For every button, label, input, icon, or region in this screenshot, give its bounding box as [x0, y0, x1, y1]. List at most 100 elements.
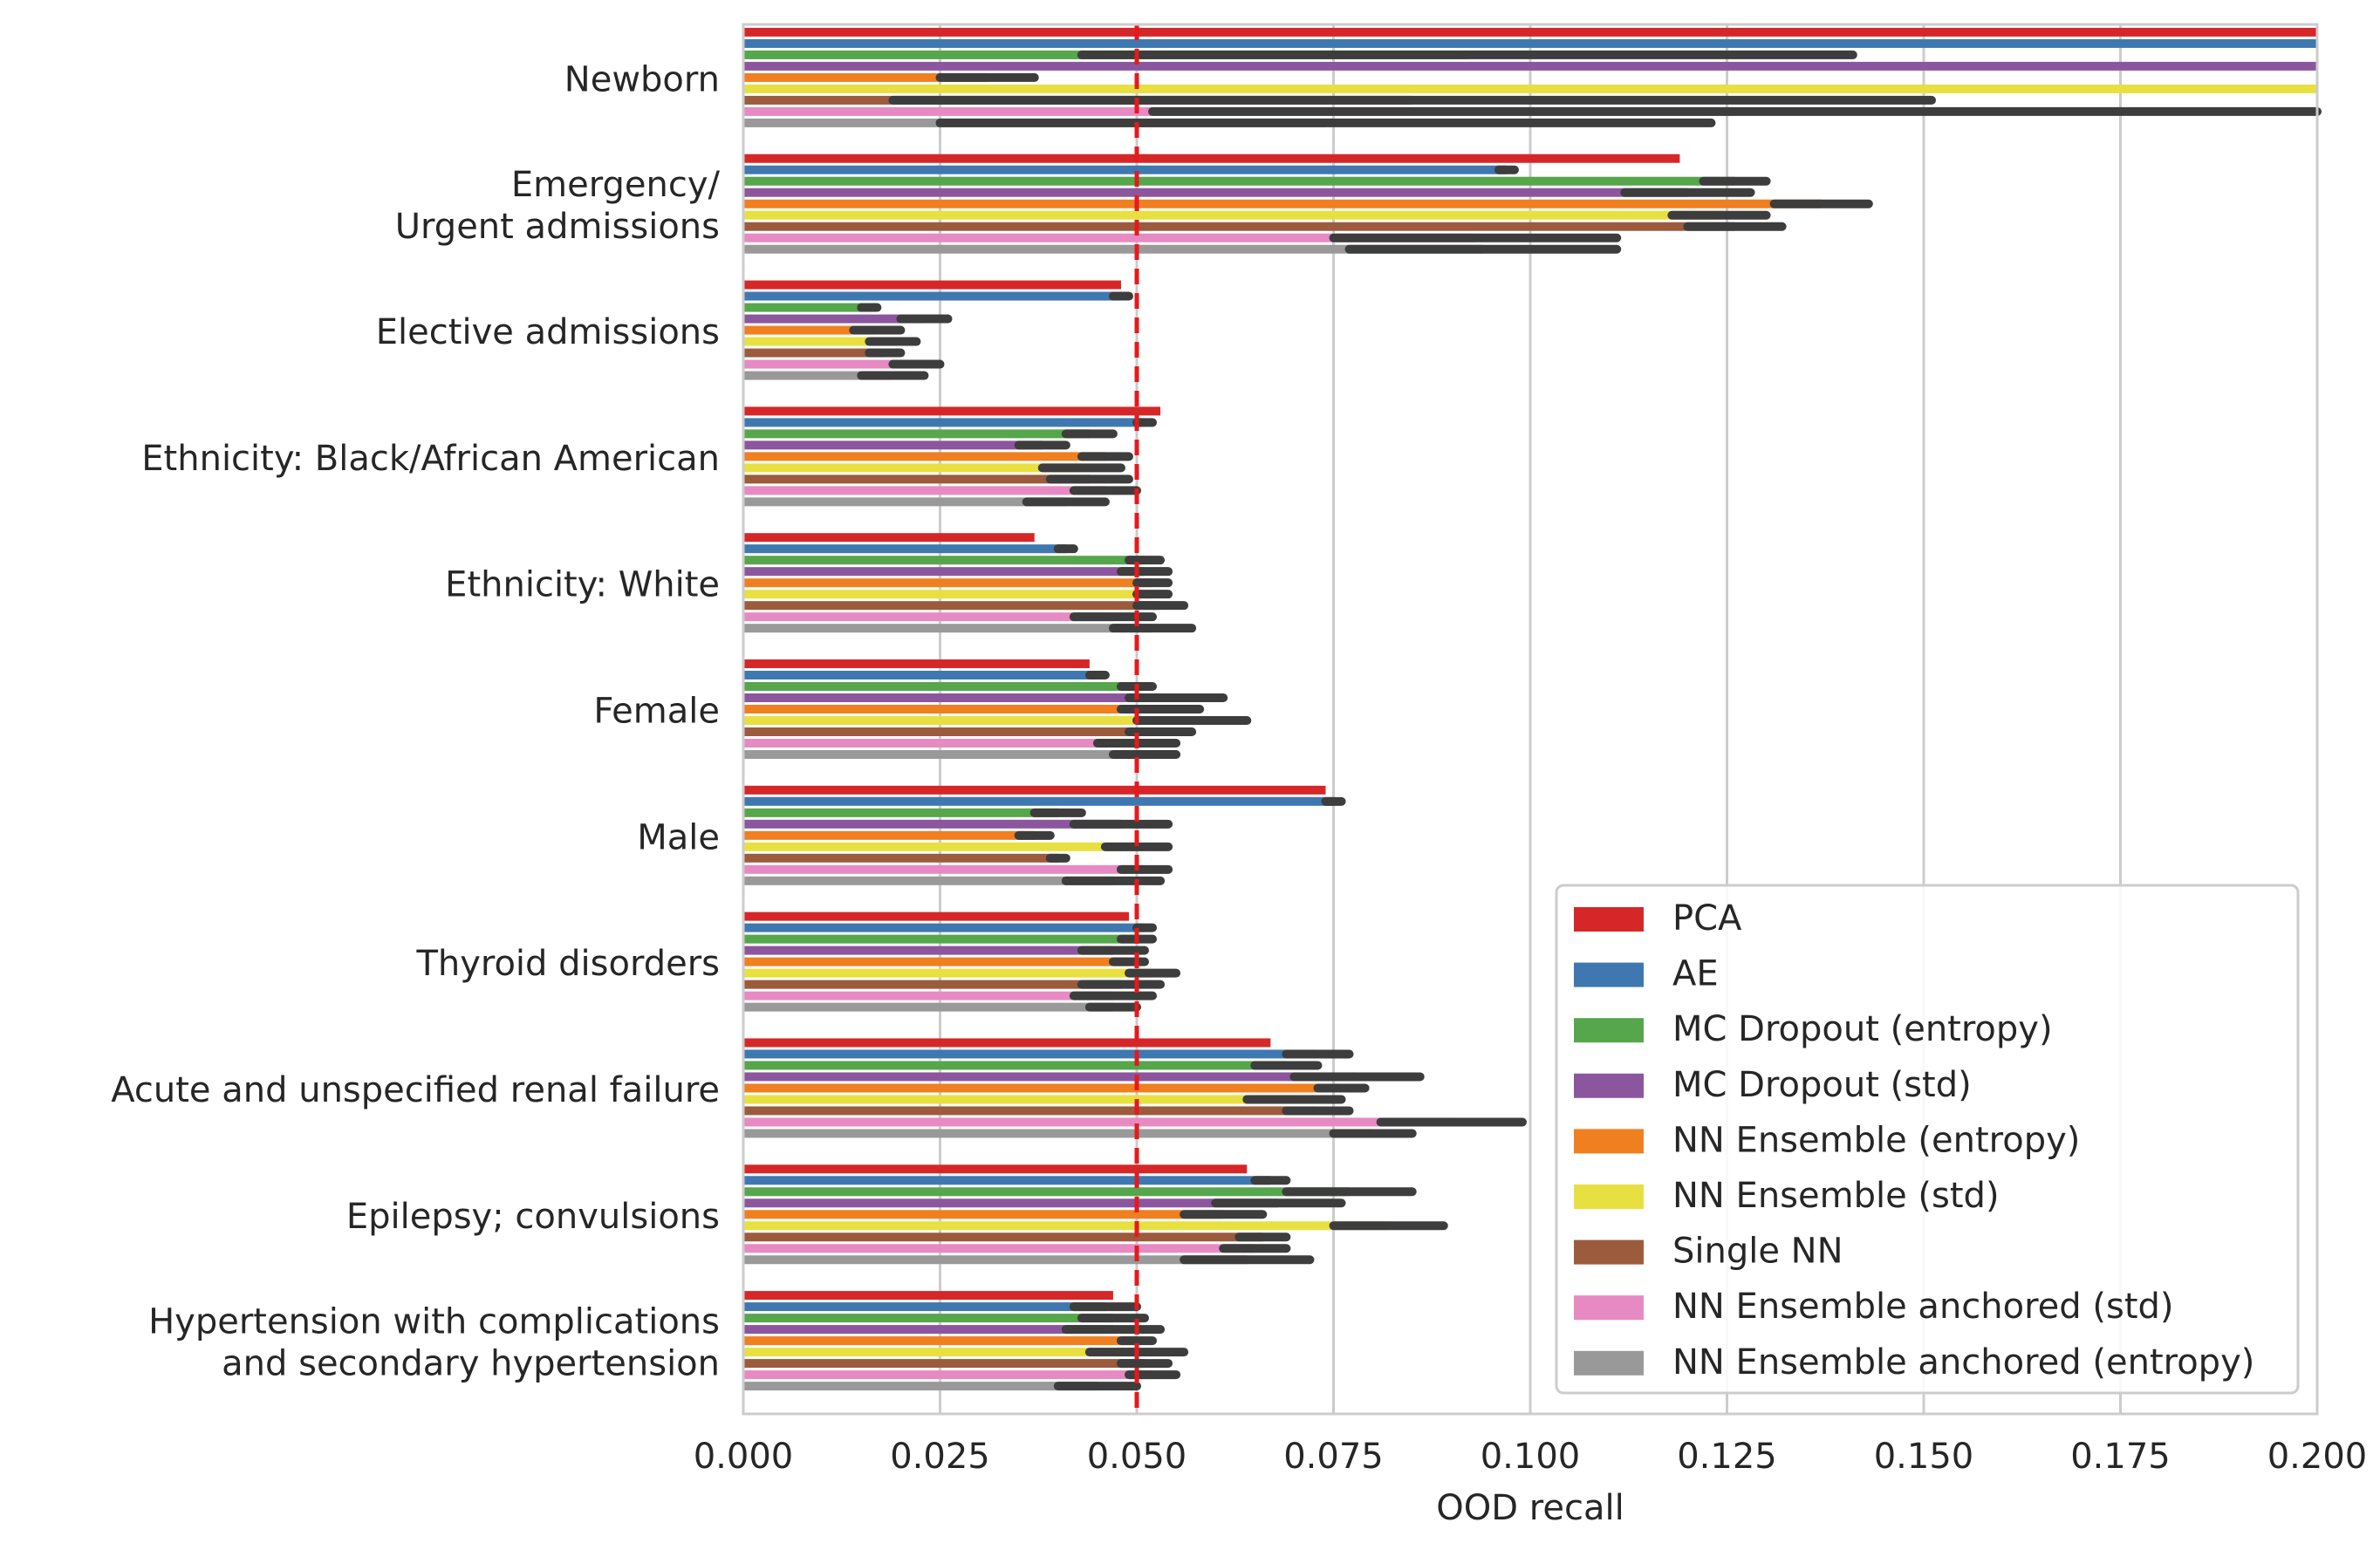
bar	[743, 27, 2317, 37]
x-tick-label: 0.075	[1283, 1437, 1384, 1477]
bar	[743, 188, 1688, 197]
bar	[743, 819, 1121, 829]
bar	[743, 452, 1105, 461]
bar	[743, 1095, 1295, 1104]
category-label: Ethnicity: White	[445, 565, 720, 605]
bar	[743, 497, 1066, 507]
legend-label: MC Dropout (std)	[1672, 1065, 1972, 1105]
bar	[743, 750, 1146, 759]
bar	[743, 1198, 1279, 1208]
bar	[743, 72, 988, 82]
bar	[743, 84, 2317, 93]
bar	[743, 1072, 1358, 1082]
bar	[743, 556, 1146, 565]
category-label: Emergency/	[511, 165, 721, 205]
x-tick-label: 0.150	[1874, 1437, 1974, 1477]
bar	[743, 682, 1137, 691]
bar	[743, 659, 1090, 668]
bar	[743, 1061, 1287, 1070]
bar	[743, 154, 1680, 163]
category-label: Hypertension with complications	[148, 1302, 720, 1342]
bar	[743, 233, 1475, 242]
axes-border	[742, 23, 2319, 1416]
category-label: Male	[637, 817, 720, 857]
bar	[743, 418, 1146, 427]
legend-swatch	[1574, 1239, 1644, 1265]
bar	[743, 291, 1121, 301]
legend-label: NN Ensemble (entropy)	[1672, 1120, 2080, 1160]
bar	[743, 876, 1113, 885]
bar	[743, 359, 917, 369]
legend-swatch	[1574, 907, 1644, 932]
bar	[743, 968, 1153, 978]
bar	[743, 1325, 1113, 1335]
bar	[743, 796, 1334, 806]
legend-label: PCA	[1672, 898, 1742, 939]
bar	[743, 1002, 1113, 1012]
legend-label: MC Dropout (entropy)	[1672, 1009, 2053, 1049]
legend-label: Single NN	[1672, 1232, 1843, 1272]
bar	[743, 842, 1137, 851]
x-tick-label: 0.175	[2070, 1437, 2171, 1477]
x-axis-title: OOD recall	[1436, 1488, 1624, 1528]
bar	[743, 567, 1146, 577]
category-labels: Newborn Emergency/Urgent admissions Electi…	[111, 59, 720, 1383]
legend-swatch	[1574, 1185, 1644, 1209]
x-tick-label: 0.100	[1481, 1437, 1581, 1477]
bar	[743, 371, 893, 380]
bars	[743, 27, 2317, 1391]
axes-frame	[742, 23, 2319, 1416]
x-tick-label: 0.200	[2267, 1437, 2368, 1477]
bar	[743, 624, 1153, 633]
category-label: Female	[593, 692, 720, 732]
bar	[743, 199, 1822, 208]
bar	[743, 980, 1121, 989]
x-tick-label: 0.050	[1087, 1437, 1187, 1477]
bar	[743, 1164, 1248, 1174]
bar	[743, 671, 1098, 679]
bar	[743, 934, 1137, 944]
bar	[743, 946, 1113, 955]
bar	[743, 303, 870, 312]
bar	[743, 406, 1161, 416]
bar	[743, 486, 1105, 495]
bar	[743, 853, 1058, 863]
bar	[743, 739, 1137, 748]
bar	[743, 1359, 1146, 1369]
bar	[743, 1336, 1137, 1346]
bar	[743, 1176, 1271, 1185]
legend-swatch	[1574, 1295, 1644, 1321]
category-label: Acute and unspecified renal failure	[111, 1070, 720, 1110]
legend-label: NN Ensemble anchored (entropy)	[1672, 1342, 2254, 1383]
bar	[743, 544, 1066, 554]
bar	[743, 716, 1193, 725]
bar	[743, 1314, 1113, 1323]
category-label: Thyroid disorders	[415, 944, 720, 984]
bar	[743, 957, 1129, 966]
x-tick-label: 0.025	[890, 1437, 990, 1477]
legend: PCA AE MC Dropout (entropy) MC Dropout (std…	[1555, 884, 2300, 1395]
category-label: Ethnicity: Black/African American	[141, 439, 720, 479]
bar	[743, 325, 878, 335]
bar	[743, 864, 1146, 874]
x-tick-label: 0.000	[694, 1437, 794, 1477]
bar	[743, 1221, 1389, 1231]
legend-swatch	[1574, 962, 1644, 987]
bar	[743, 1382, 1098, 1391]
bar	[743, 1049, 1318, 1059]
category-label: Newborn	[564, 59, 720, 99]
bar	[743, 348, 886, 358]
legend-label: NN Ensemble anchored (std)	[1672, 1287, 2174, 1327]
bar	[743, 1370, 1153, 1380]
bar	[743, 1038, 1271, 1048]
bar	[743, 991, 1113, 1000]
bar	[743, 1129, 1373, 1138]
bar	[743, 337, 893, 346]
bar	[743, 475, 1090, 484]
bar	[743, 590, 1153, 599]
x-tick-labels: 0.000 0.025 0.050 0.075 0.100 0.125 0.150 0.175…	[694, 1437, 2368, 1477]
bar	[743, 693, 1177, 702]
x-tick-label: 0.125	[1677, 1437, 1777, 1477]
bar	[743, 911, 1129, 921]
bar	[743, 601, 1161, 611]
